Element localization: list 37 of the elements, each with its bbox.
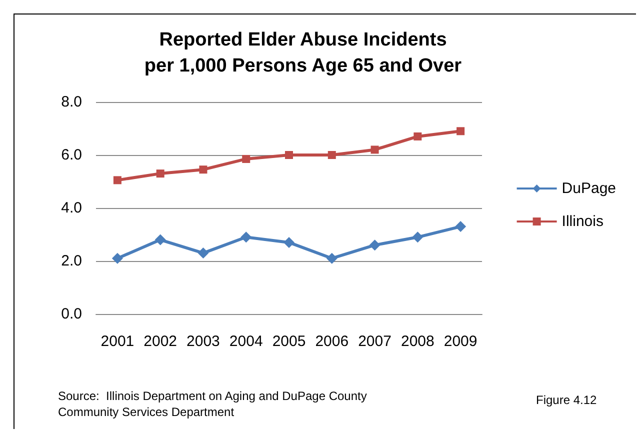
point bbox=[328, 151, 336, 159]
point bbox=[455, 221, 466, 232]
x-tick-label: 2007 bbox=[358, 333, 392, 350]
point bbox=[156, 170, 164, 178]
x-tick-label: 2006 bbox=[315, 333, 349, 350]
y-tick-label: 2.0 bbox=[61, 252, 82, 270]
point bbox=[284, 236, 294, 248]
point bbox=[240, 232, 252, 243]
x-tick-label: 2009 bbox=[444, 333, 478, 350]
point bbox=[412, 232, 424, 243]
x-tick-label: 2001 bbox=[100, 333, 134, 350]
legend-label: Illinois bbox=[562, 213, 604, 230]
point bbox=[112, 252, 123, 264]
point bbox=[414, 132, 422, 140]
legend-label: DuPage bbox=[562, 180, 616, 197]
point bbox=[154, 234, 166, 246]
source-note: Source: Illinois Department on Aging and DuPage County Community Services Department bbox=[58, 389, 367, 419]
x-tick-label: 2003 bbox=[186, 333, 220, 350]
chart-title: Reported Elder Abuse Incidents per 1,000 Persons Age 65 and Over bbox=[144, 30, 462, 76]
y-tick-label: 8.0 bbox=[61, 94, 82, 110]
y-tick-label: 6.0 bbox=[61, 146, 82, 164]
point bbox=[113, 176, 122, 184]
point bbox=[285, 151, 293, 159]
point bbox=[198, 248, 209, 259]
x-tick-label: 2005 bbox=[272, 333, 306, 350]
caption: Figure 4.12 bbox=[536, 393, 598, 407]
point bbox=[369, 240, 380, 251]
point bbox=[326, 252, 338, 264]
point bbox=[456, 127, 465, 136]
point bbox=[199, 166, 208, 174]
x-tick-label: 2002 bbox=[144, 333, 178, 350]
y-tick-label: 0.0 bbox=[61, 306, 82, 322]
x-tick-label: 2004 bbox=[229, 333, 263, 350]
y-tick-label: 4.0 bbox=[61, 200, 82, 216]
point bbox=[242, 154, 250, 163]
point bbox=[370, 146, 379, 154]
x-tick-label: 2008 bbox=[400, 333, 434, 350]
